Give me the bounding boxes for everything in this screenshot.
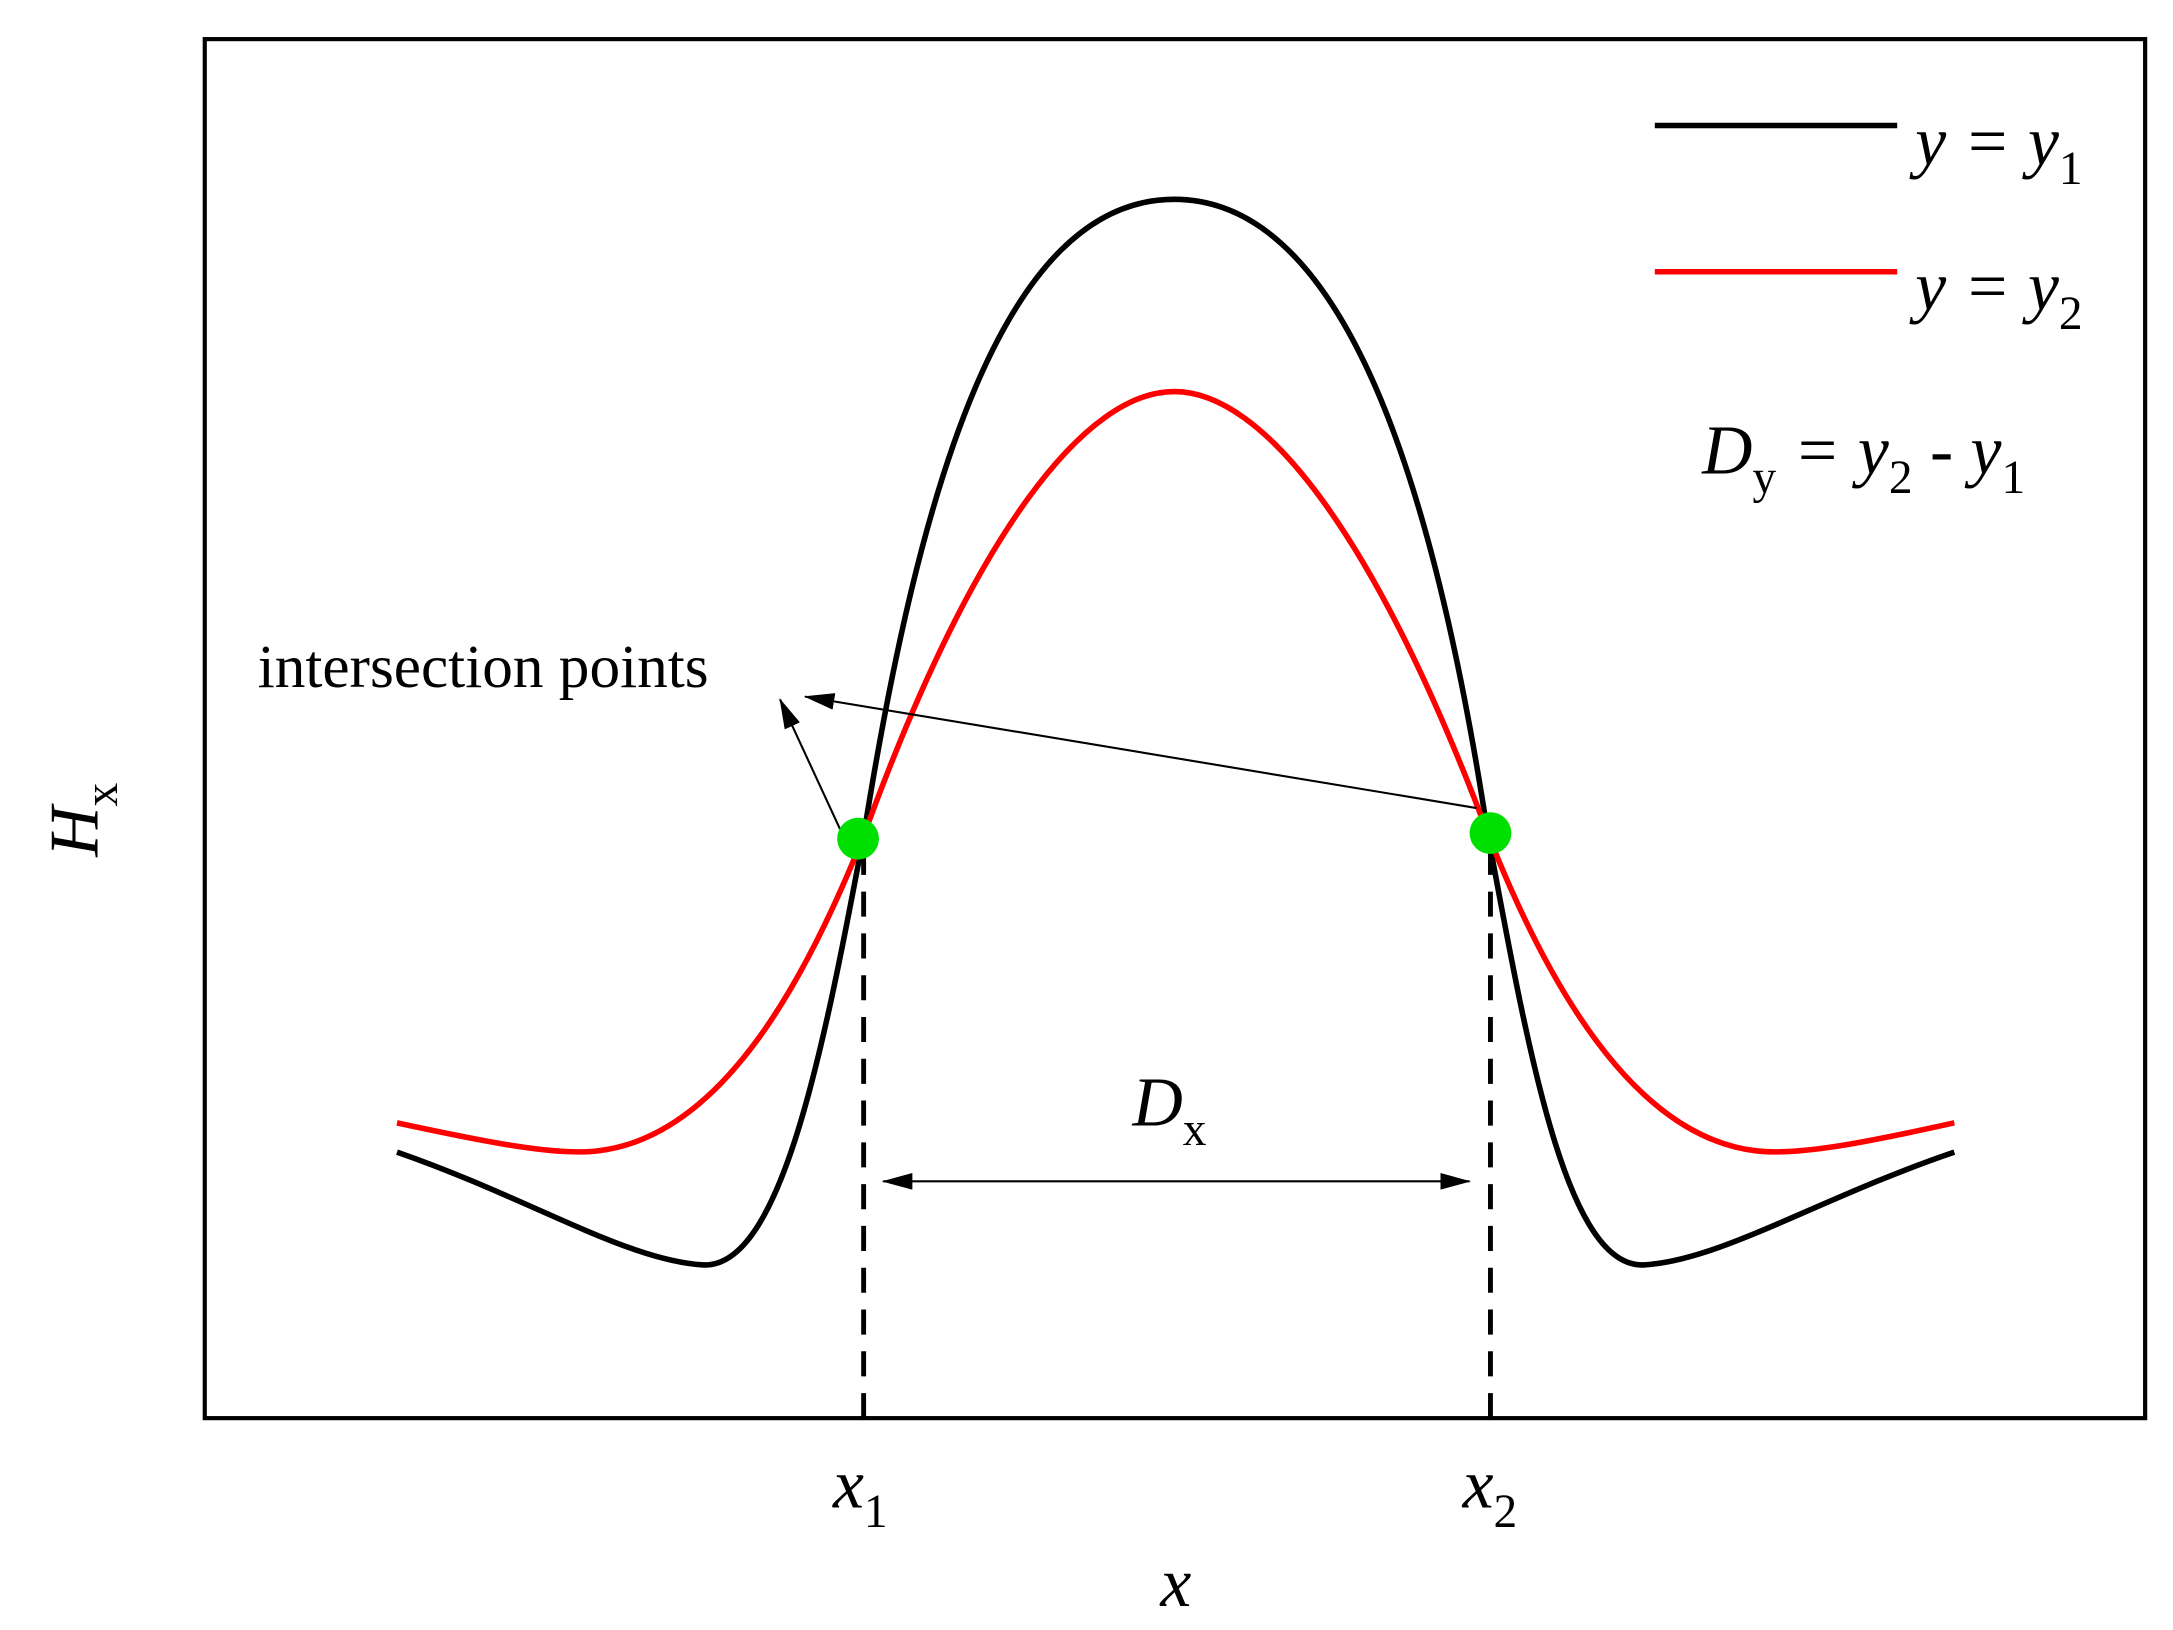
symbol: x [1462,1446,1494,1523]
x-tick-label: x2 [1462,1446,1518,1538]
distance-label: Dx [1131,1065,1206,1157]
legend-label: y = y2 [1909,248,2082,340]
subscript: y [1752,452,1776,504]
subscript: 1 [864,1486,888,1538]
symbol: y = y [1909,103,2059,180]
symbol: D [1131,1065,1182,1142]
subscript: 2 [2059,288,2083,340]
x-axis-label: x [1159,1545,1191,1622]
symbol: y = y [1909,248,2059,325]
pointer-arrow [803,693,1477,810]
pointer-arrow [779,698,841,830]
subscript: 2 [1889,452,1913,504]
symbol: x [1159,1545,1191,1622]
y-axis-label: Hx [37,783,129,858]
symbol: D [1701,413,1752,490]
subscript: x [76,783,128,807]
plot-frame [202,37,2148,1421]
symbol: = y [1776,413,1889,490]
intersection-point [837,817,879,860]
symbol: x [832,1446,864,1523]
subscript: 1 [2059,143,2083,195]
symbol: - y [1913,413,2002,490]
formula: Dy = y2 - y1 [1701,413,2025,505]
subscript: 1 [2001,452,2025,504]
legend-label: y = y1 [1909,103,2082,195]
annotation: intersection points [258,633,709,701]
subscript: x [1183,1104,1207,1156]
intersection-point [1469,812,1512,855]
x-tick-label: x1 [832,1446,888,1538]
symbol: H [37,803,114,858]
curve-y2 [396,388,1955,1155]
curve-y1 [396,196,1956,1268]
subscript: 2 [1494,1486,1518,1538]
